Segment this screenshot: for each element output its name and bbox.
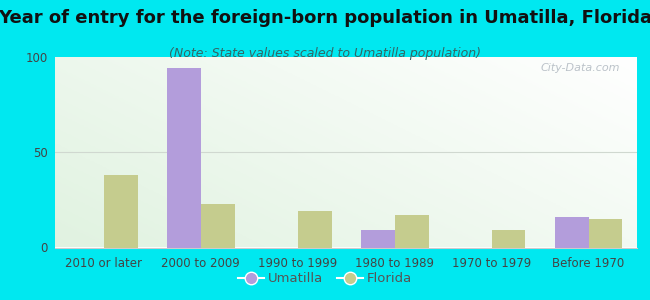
- Text: City-Data.com: City-Data.com: [540, 63, 619, 73]
- Bar: [298, 211, 332, 248]
- Bar: [395, 215, 428, 248]
- Text: Year of entry for the foreign-born population in Umatilla, Florida: Year of entry for the foreign-born popul…: [0, 9, 650, 27]
- Bar: [554, 217, 588, 248]
- Bar: [491, 230, 525, 248]
- Bar: [201, 204, 235, 248]
- Bar: [361, 230, 395, 248]
- Legend: Umatilla, Florida: Umatilla, Florida: [233, 267, 417, 290]
- Text: (Note: State values scaled to Umatilla population): (Note: State values scaled to Umatilla p…: [169, 46, 481, 59]
- Bar: [588, 219, 623, 248]
- Bar: [104, 175, 138, 248]
- Bar: [167, 68, 201, 248]
